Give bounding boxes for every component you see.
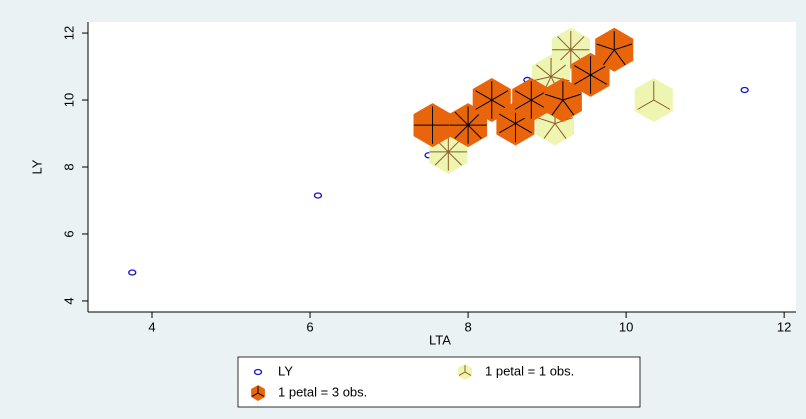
- sunflower-petal: [574, 74, 591, 85]
- sunflower-petal: [475, 90, 493, 101]
- x-axis-title: LTA: [429, 332, 451, 347]
- sunflower-petal: [514, 99, 532, 110]
- legend-label: LY: [278, 363, 293, 378]
- sunflower-petal: [515, 123, 532, 134]
- sunflower-petal: [257, 392, 265, 397]
- legend-label: 1 petal = 1 obs.: [485, 363, 574, 378]
- sunflower-petal: [562, 93, 581, 101]
- legend-label: 1 petal = 3 obs.: [278, 384, 367, 399]
- sunflower-petal: [614, 43, 633, 51]
- sunflower-petal: [464, 371, 472, 376]
- sunflower-petal: [574, 65, 591, 76]
- sunflower-petal: [613, 49, 626, 66]
- sunflower-petal: [251, 392, 259, 397]
- y-tick-label: 10: [61, 93, 76, 107]
- sunflower-petal: [434, 151, 449, 166]
- sunflower-petal: [550, 64, 566, 77]
- sunflower-petal: [602, 49, 615, 66]
- y-tick-label: 12: [61, 26, 76, 40]
- sunflower-petal: [458, 371, 466, 376]
- sunflower-petal: [637, 99, 655, 110]
- sunflower-petal: [544, 93, 564, 101]
- point: [740, 86, 749, 94]
- x-tick-label: 6: [306, 319, 313, 334]
- sunflower-petal: [454, 124, 469, 139]
- sunflower-petal: [532, 76, 552, 82]
- legend: [237, 356, 641, 408]
- sunflower-petal: [467, 124, 482, 139]
- sunflower-petal: [514, 90, 532, 101]
- point: [128, 269, 137, 276]
- sunflower-petal: [554, 123, 567, 139]
- sunflower-petal: [562, 99, 575, 116]
- sunflower-petal: [653, 99, 671, 110]
- y-tick-label: 8: [61, 163, 76, 170]
- x-tick-label: 12: [777, 319, 791, 334]
- sunflower-petal: [454, 111, 469, 126]
- legend-marker: [253, 368, 263, 376]
- sunflower-petal: [537, 117, 556, 124]
- sunflower-petal: [590, 74, 607, 85]
- y-tick-label: 6: [61, 230, 76, 237]
- sunflower-petal: [499, 113, 516, 124]
- sunflower-petal: [536, 64, 552, 77]
- sunflower-petal: [447, 151, 462, 166]
- sunflower-petal: [475, 99, 493, 110]
- sunflower-petal: [551, 99, 564, 116]
- sunflower-petal: [557, 36, 572, 51]
- y-axis-title: LY: [29, 159, 44, 174]
- sunflower-petal: [596, 43, 615, 51]
- x-tick-label: 4: [148, 319, 155, 334]
- sunflower-petal: [590, 65, 607, 76]
- x-tick-label: 10: [619, 319, 633, 334]
- x-tick-label: 8: [464, 319, 471, 334]
- sunflower-petal: [543, 123, 556, 139]
- point: [313, 192, 323, 199]
- y-tick-label: 4: [61, 297, 76, 304]
- sunflower-petal: [499, 123, 516, 134]
- sunflower-petal: [491, 90, 509, 101]
- sunflower-petal: [570, 36, 585, 51]
